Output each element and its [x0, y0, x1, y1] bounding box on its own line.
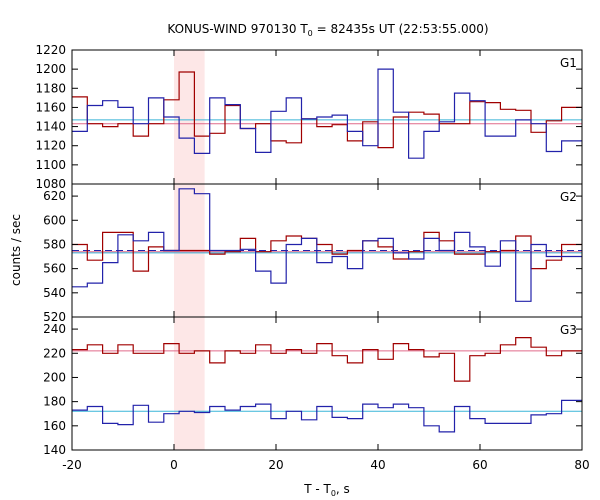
y-tick-label: 200 [43, 370, 66, 384]
y-tick-label: 220 [43, 346, 66, 360]
x-tick-label: 40 [370, 458, 385, 472]
y-tick-label: 1200 [35, 62, 66, 76]
panel-frame [71, 316, 583, 451]
y-tick-label: 1140 [35, 120, 66, 134]
panel-label: G1 [560, 56, 577, 70]
chart-title: KONUS-WIND 970130 T0 = 82435s UT (22:53:… [167, 22, 488, 38]
series-blue [72, 68, 582, 159]
y-tick-label: 1220 [35, 43, 66, 57]
y-tick-label: 520 [43, 310, 66, 324]
y-tick-label: 600 [43, 213, 66, 227]
x-tick-label: 20 [268, 458, 283, 472]
panel-g2: 520 540 560 580 600 620 G2 [43, 183, 583, 324]
y-tick-label: 620 [43, 189, 66, 203]
x-tick-label: 60 [472, 458, 487, 472]
panel-g1: 1080 1100 1120 1140 1160 1180 1200 1220 G1 [35, 43, 583, 191]
x-tick-label: 80 [574, 458, 589, 472]
panel-label: G3 [560, 323, 577, 337]
panel-label: G2 [560, 190, 577, 204]
y-tick-label: 180 [43, 395, 66, 409]
y-tick-label: 560 [43, 262, 66, 276]
y-tick-label: 540 [43, 286, 66, 300]
series-blue [72, 188, 582, 302]
y-axis-label: counts / sec [9, 214, 23, 286]
y-tick-label: 580 [43, 237, 66, 251]
series-blue [72, 399, 582, 433]
y-tick-label: 1120 [35, 139, 66, 153]
x-tick-label: 0 [170, 458, 178, 472]
y-tick-label: 240 [43, 322, 66, 336]
y-tick-label: 1080 [35, 177, 66, 191]
panel-g3: 140 160 180 200 220 240 G3 [43, 316, 583, 457]
y-tick-label: 1160 [35, 100, 66, 114]
y-tick-label: 160 [43, 419, 66, 433]
series-red [72, 337, 582, 382]
y-tick-label: 140 [43, 443, 66, 457]
x-axis-label: T - T0, s [303, 482, 350, 498]
series-red [72, 71, 582, 149]
y-tick-label: 1100 [35, 158, 66, 172]
x-tick-label: -20 [62, 458, 82, 472]
y-tick-label: 1180 [35, 81, 66, 95]
